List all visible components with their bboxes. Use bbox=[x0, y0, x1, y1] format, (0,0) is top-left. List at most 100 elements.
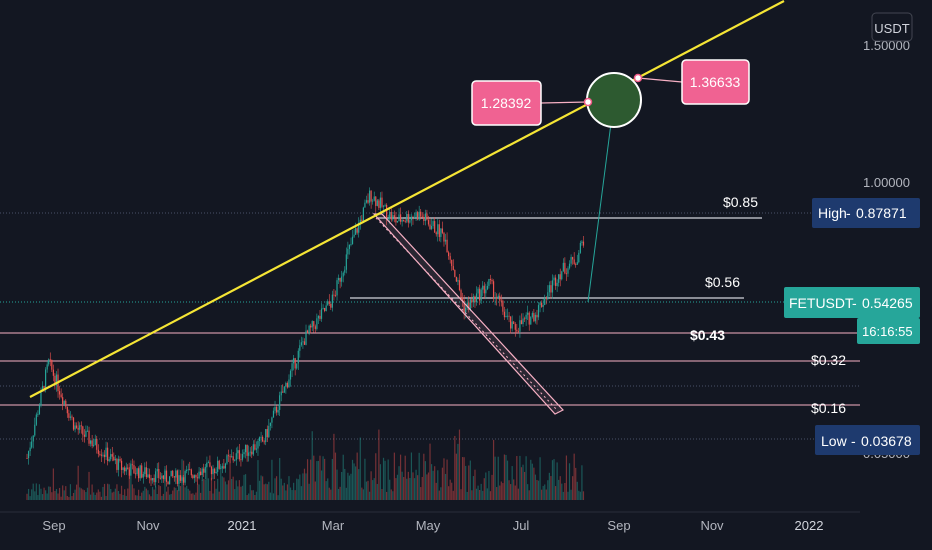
candle-body bbox=[327, 301, 329, 306]
volume-bar bbox=[74, 489, 76, 500]
candle-body bbox=[141, 465, 143, 478]
candle-body bbox=[189, 469, 191, 471]
candle-body bbox=[127, 467, 129, 470]
candle-body bbox=[221, 466, 223, 469]
candle-body bbox=[100, 454, 103, 456]
candle-body bbox=[51, 359, 53, 370]
volume-bar bbox=[291, 490, 293, 500]
volume-bar bbox=[550, 476, 552, 500]
candle-body bbox=[457, 280, 459, 282]
callout-anchor-right[interactable] bbox=[633, 73, 643, 83]
candle-body bbox=[164, 470, 166, 480]
callout-box-left[interactable] bbox=[471, 80, 542, 126]
candle-body bbox=[210, 466, 213, 475]
candle-body bbox=[482, 285, 484, 290]
candle-body bbox=[291, 363, 293, 371]
candle-body bbox=[32, 435, 34, 442]
volume-bar bbox=[79, 487, 81, 500]
volume-bar bbox=[151, 487, 154, 500]
candle-body bbox=[513, 321, 515, 325]
current-price-badge[interactable] bbox=[784, 287, 920, 318]
candle-body bbox=[93, 444, 95, 446]
candle-body bbox=[186, 469, 188, 472]
price-axis[interactable]: 1.50000 1.00000 0.05000 USDT High - 0.87… bbox=[784, 12, 920, 461]
volume-bar bbox=[460, 489, 462, 500]
volume-bar bbox=[403, 477, 405, 500]
candle-body bbox=[353, 234, 355, 237]
volume-bar bbox=[341, 472, 343, 500]
candle-body bbox=[251, 451, 253, 455]
volume-bar bbox=[285, 490, 287, 500]
volume-bar bbox=[367, 480, 369, 500]
candle-body bbox=[384, 204, 386, 206]
volume-bar bbox=[88, 471, 90, 500]
volume-bar bbox=[243, 474, 245, 500]
volume-bar bbox=[46, 493, 48, 500]
target-circle[interactable] bbox=[586, 72, 642, 128]
volume-bar bbox=[508, 480, 510, 500]
candle-body bbox=[58, 391, 61, 395]
candle-body bbox=[542, 305, 544, 307]
candle-body bbox=[294, 358, 296, 369]
currency-badge[interactable] bbox=[871, 12, 913, 42]
candle-body bbox=[311, 321, 313, 328]
candle-body bbox=[41, 386, 44, 391]
candle-body bbox=[361, 219, 363, 221]
candle-body bbox=[378, 200, 380, 208]
candle-body bbox=[339, 278, 341, 282]
high-badge-name: High bbox=[818, 205, 847, 221]
volume-bar bbox=[531, 463, 533, 500]
volume-bar bbox=[541, 489, 543, 500]
callout-anchor-left[interactable] bbox=[583, 97, 593, 107]
volume-bar bbox=[173, 487, 175, 500]
candle-body bbox=[173, 476, 175, 478]
candle-body bbox=[241, 454, 244, 460]
candle-body bbox=[114, 458, 116, 461]
candle-body bbox=[125, 467, 127, 472]
volume-bar bbox=[110, 489, 112, 500]
volume-bar bbox=[212, 493, 214, 500]
candle-body bbox=[139, 465, 141, 479]
volume-bar bbox=[317, 460, 320, 500]
candle-body bbox=[224, 463, 227, 469]
candle-body bbox=[440, 228, 442, 237]
time-tick-label: Nov bbox=[700, 518, 724, 533]
volume-bar bbox=[539, 457, 541, 500]
volume-bar bbox=[107, 483, 109, 500]
volume-bar bbox=[347, 472, 349, 500]
candle-body bbox=[341, 276, 343, 282]
candle-body bbox=[395, 217, 397, 223]
candle-body bbox=[55, 374, 58, 386]
candle-body bbox=[479, 288, 481, 301]
candle-body bbox=[539, 302, 541, 306]
candle-body bbox=[138, 468, 140, 479]
candle-body bbox=[469, 299, 471, 310]
volume-bar bbox=[167, 486, 169, 500]
volume-bar bbox=[337, 488, 340, 500]
callout-box-right[interactable] bbox=[681, 59, 750, 105]
volume-bar bbox=[286, 484, 289, 500]
volume-bar bbox=[542, 485, 544, 500]
candle-body bbox=[466, 302, 468, 308]
volume-bar bbox=[172, 490, 174, 500]
volume-bar bbox=[322, 456, 324, 500]
volume-bar bbox=[45, 490, 47, 500]
low-badge[interactable] bbox=[815, 425, 920, 455]
volume-bar bbox=[227, 480, 230, 500]
volume-bar bbox=[310, 459, 312, 500]
candle-body bbox=[102, 454, 104, 456]
time-axis[interactable]: Sep Nov 2021 Mar May Jul Sep Nov 2022 bbox=[0, 511, 860, 533]
candle-body bbox=[302, 341, 304, 343]
volume-bar bbox=[271, 459, 273, 500]
volume-bar bbox=[272, 493, 275, 500]
high-badge[interactable] bbox=[812, 198, 920, 228]
volume-bar bbox=[505, 454, 507, 500]
candle-body bbox=[288, 379, 290, 388]
volume-bar bbox=[196, 483, 199, 500]
high-badge-separator: - bbox=[846, 205, 851, 221]
candle-body bbox=[527, 312, 529, 315]
candle-body bbox=[232, 456, 234, 461]
volume-bar bbox=[127, 488, 129, 500]
ascending-trendline[interactable] bbox=[29, 0, 785, 398]
